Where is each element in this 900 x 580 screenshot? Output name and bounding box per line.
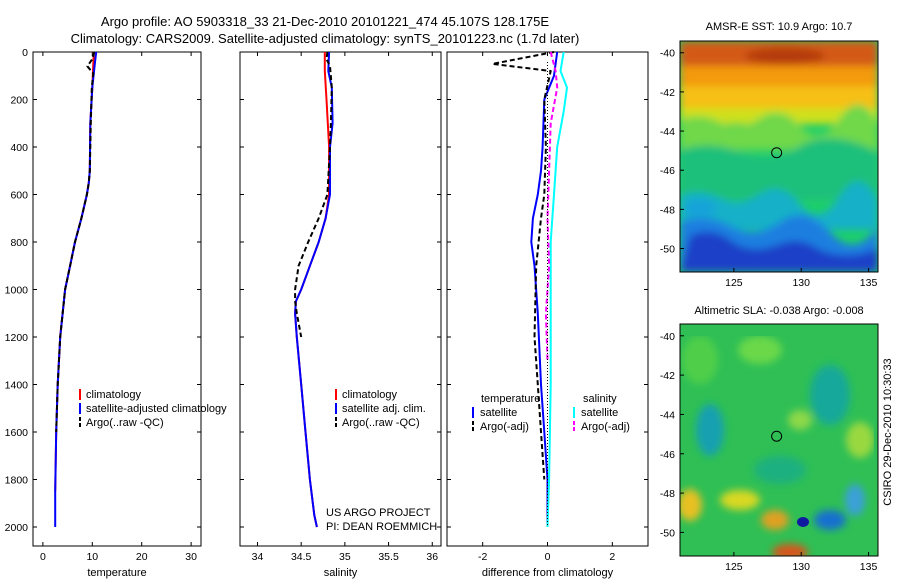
- panel-temperature: [32, 51, 202, 547]
- x-tick-label: 135: [860, 277, 878, 289]
- y-tick-label: 1600: [5, 427, 29, 439]
- y-tick-label: 0: [22, 47, 28, 59]
- sst-map-image: [680, 41, 878, 272]
- sla-map-image: [680, 324, 878, 556]
- series-line: [530, 51, 559, 527]
- panel-salinity: [239, 51, 442, 547]
- series-line: [544, 51, 559, 361]
- legend-label: climatology: [86, 389, 142, 401]
- x-tick-label: 2: [609, 551, 615, 563]
- legend-label: satellite-adjusted climatology: [86, 403, 227, 415]
- side-timestamp-label: CSIRO 29-Dec-2010 10:30:33: [882, 358, 894, 505]
- y-tick-label: 800: [10, 237, 28, 249]
- y-tick-label: 600: [10, 190, 28, 202]
- y-tick-label: -46: [660, 449, 675, 461]
- y-tick-label: 1400: [5, 380, 29, 392]
- y-tick-label: 1200: [5, 332, 29, 344]
- legend-header: temperature: [481, 393, 540, 405]
- figure-title-line2: Climatology: CARS2009. Satellite-adjuste…: [70, 31, 580, 46]
- x-tick-label: -2: [478, 551, 487, 563]
- legend-label: satellite adj. clim.: [342, 403, 426, 415]
- x-tick-label: 125: [725, 561, 743, 573]
- legend-label: Argo(..raw -QC): [342, 417, 420, 429]
- y-tick-label: -40: [660, 331, 675, 343]
- map-sla_map: [679, 323, 879, 557]
- y-tick-label: 200: [10, 95, 28, 107]
- y-tick-label: -44: [660, 409, 675, 421]
- x-tick-label: 35: [339, 551, 351, 563]
- y-tick-label: -48: [660, 488, 675, 500]
- y-tick-label: 1800: [5, 475, 29, 487]
- x-tick-label: 36: [426, 551, 438, 563]
- x-tick-label: 10: [86, 551, 98, 563]
- map-frame: [679, 40, 879, 273]
- series-line: [294, 51, 333, 338]
- legend-header: salinity: [583, 393, 617, 405]
- y-tick-label: -44: [660, 126, 675, 138]
- x-tick-label: 0: [545, 551, 551, 563]
- map-title: AMSR-E SST: 10.9 Argo: 10.7: [706, 21, 853, 33]
- x-tick-label: 135: [860, 561, 878, 573]
- panel-frame: [239, 51, 442, 547]
- y-tick-label: -50: [660, 244, 675, 256]
- x-tick-label: 130: [792, 561, 810, 573]
- argo-location-marker: [771, 430, 783, 442]
- x-axis-label: temperature: [87, 567, 146, 579]
- annotation-text: US ARGO PROJECT: [326, 507, 431, 519]
- y-tick-label: 400: [10, 142, 28, 154]
- x-tick-label: 130: [792, 277, 810, 289]
- x-tick-label: 125: [725, 277, 743, 289]
- series-line: [491, 51, 555, 480]
- y-tick-label: 2000: [5, 522, 29, 534]
- x-axis-label: difference from climatology: [482, 567, 614, 579]
- x-axis-label: salinity: [324, 567, 358, 579]
- panel-frame: [32, 51, 202, 547]
- y-tick-label: -42: [660, 87, 675, 99]
- map-sst_map: [679, 40, 879, 273]
- series-line: [294, 51, 334, 528]
- legend-label: Argo(-adj): [480, 421, 529, 433]
- annotation-text: PI: DEAN ROEMMICH: [326, 521, 437, 533]
- y-tick-label: -40: [660, 48, 675, 60]
- map-title: Altimetric SLA: -0.038 Argo: -0.008: [694, 305, 863, 317]
- series-line: [55, 51, 96, 433]
- map-frame: [679, 323, 879, 557]
- series-line: [546, 51, 568, 528]
- legend-label: satellite: [480, 407, 517, 419]
- legend-label: climatology: [342, 389, 398, 401]
- x-tick-label: 34.5: [291, 551, 312, 563]
- legend-label: Argo(-adj): [581, 421, 630, 433]
- y-tick-label: -50: [660, 527, 675, 539]
- y-tick-label: -46: [660, 165, 675, 177]
- panel-difference: [446, 51, 649, 547]
- x-tick-label: 34: [252, 551, 264, 563]
- y-tick-label: -48: [660, 204, 675, 216]
- x-tick-label: 30: [185, 551, 197, 563]
- legend-label: satellite: [581, 407, 618, 419]
- x-tick-label: 0: [40, 551, 46, 563]
- x-tick-label: 35.5: [378, 551, 399, 563]
- y-tick-label: 1000: [5, 285, 29, 297]
- legend-label: Argo(..raw -QC): [86, 417, 164, 429]
- y-tick-label: -42: [660, 370, 675, 382]
- x-tick-label: 20: [136, 551, 148, 563]
- argo-location-marker: [771, 147, 783, 159]
- figure-title-line1: Argo profile: AO 5903318_33 21-Dec-2010 …: [100, 14, 550, 29]
